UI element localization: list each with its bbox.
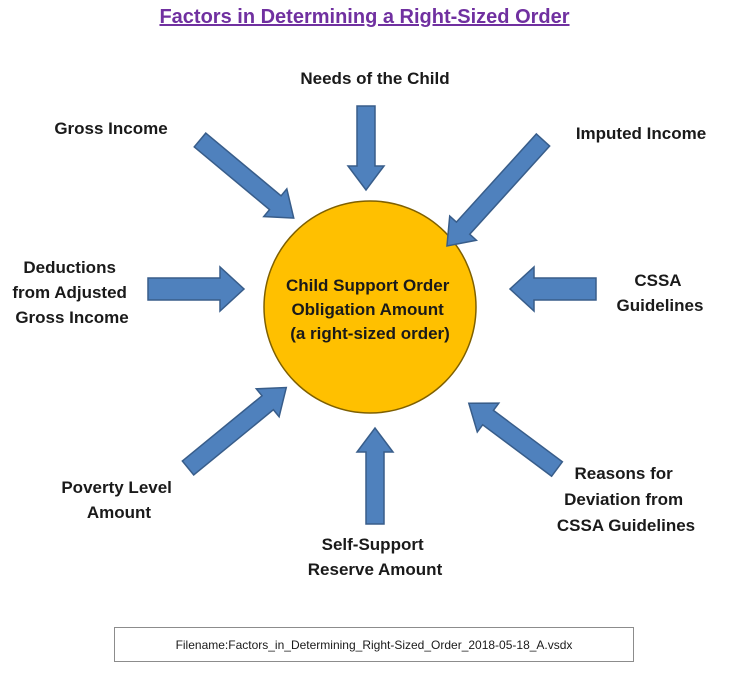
arrow-self-support-reserve (355, 426, 395, 525)
arrow-gross-income (193, 132, 295, 219)
filename-label: Filename: (175, 637, 229, 652)
center-label-line: Obligation Amount (291, 300, 444, 319)
filename-box: Filename: Factors_in_Determining_Right-S… (114, 627, 634, 662)
filename-value: Factors_in_Determining_Right-Sized_Order… (228, 637, 573, 652)
center-label-line: Child Support Order (286, 276, 450, 295)
label-poverty-level: Poverty Level Amount (61, 478, 176, 522)
arrow-needs-of-child (346, 105, 386, 192)
diagram-title: Factors in Determining a Right-Sized Ord… (159, 6, 570, 28)
arrow-cssa-guidelines (508, 265, 597, 313)
center-label-line: (a right-sized order) (290, 324, 450, 343)
label-deductions: Deductions from Adjusted Gross Income (12, 258, 131, 327)
label-self-support-reserve: Self-Support Reserve Amount (308, 535, 443, 579)
arrow-deductions (147, 265, 246, 313)
arrow-imputed-income (446, 132, 551, 247)
center-circle (263, 200, 477, 414)
arrow-deviation (467, 402, 564, 478)
label-imputed-income: Imputed Income (576, 124, 706, 143)
arrow-poverty-level (181, 386, 288, 477)
label-cssa-guidelines: CSSA Guidelines (617, 271, 704, 315)
label-deviation: Reasons for Deviation from CSSA Guidelin… (557, 464, 695, 535)
center-label: Child Support Order Obligation Amount (a… (286, 276, 454, 343)
label-gross-income: Gross Income (54, 119, 167, 138)
label-needs-of-child: Needs of the Child (300, 69, 449, 88)
